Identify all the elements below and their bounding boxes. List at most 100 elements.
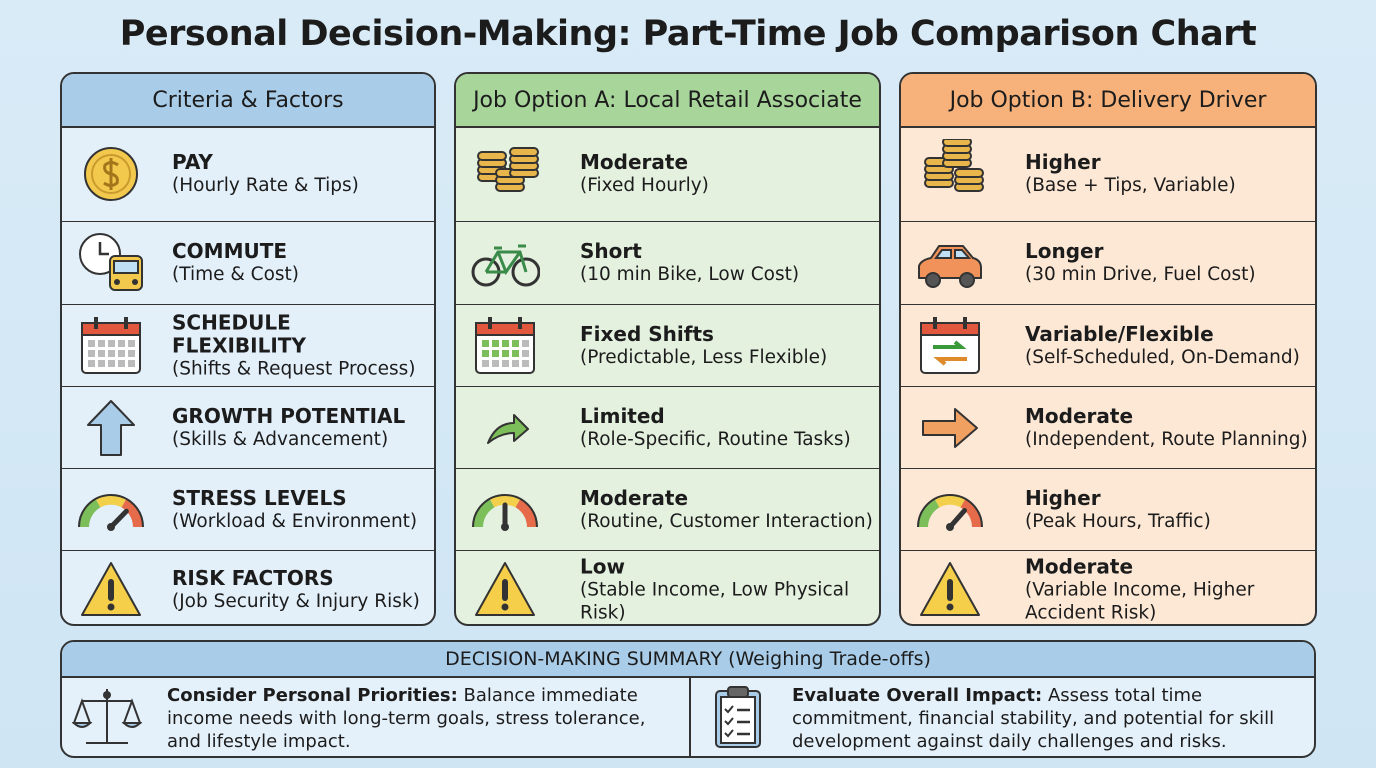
cell-detail: (30 min Drive, Fuel Cost) — [1025, 264, 1256, 285]
shape — [95, 494, 127, 508]
cell-detail: (Hourly Rate & Tips) — [172, 174, 359, 196]
cell-detail: (Fixed Hourly) — [580, 174, 709, 196]
shape — [124, 316, 128, 329]
shape — [472, 493, 538, 527]
shape — [492, 359, 499, 367]
cell-label: SCHEDULE FLEXIBILITY — [172, 310, 306, 357]
column: Job Option A: Local Retail Associate Mode… — [454, 72, 881, 626]
cell-detail: (Role-Specific, Routine Tasks) — [580, 428, 851, 450]
summary-lead: Evaluate Overall Impact: — [792, 685, 1043, 706]
shape — [88, 349, 95, 357]
cell-text: Moderate (Routine, Customer Interaction) — [580, 485, 873, 533]
icon — [920, 561, 980, 616]
shape — [118, 349, 125, 357]
icon — [72, 689, 142, 744]
cell-text: Higher (Base + Tips, Variable) — [1025, 150, 1309, 197]
cell-text: Short (10 min Bike, Low Cost) — [580, 240, 873, 286]
cell-text: Moderate (Fixed Hourly) — [580, 150, 873, 197]
shape — [522, 359, 529, 367]
cell-detail: (Self-Scheduled, On-Demand) — [1025, 346, 1300, 368]
row: Moderate (Variable Income, Higher Acciden… — [901, 550, 1315, 624]
shape — [492, 349, 499, 357]
shape — [484, 244, 528, 276]
cell-detail: (Workload & Environment) — [172, 510, 418, 532]
cell-detail: (Shifts & Request Process) — [172, 358, 416, 379]
row: RISK FACTORS (Job Security & Injury Risk) — [62, 550, 434, 624]
cell-detail: (10 min Bike, Low Cost) — [580, 264, 800, 285]
summary-lead: Consider Personal Priorities: — [167, 685, 458, 706]
cell-label: Moderate — [580, 485, 689, 510]
icon — [87, 399, 135, 456]
shape — [108, 349, 115, 357]
cell-text: Higher (Peak Hours, Traffic) — [1025, 486, 1309, 533]
cell-label: Low — [580, 554, 625, 578]
icon — [475, 561, 535, 616]
icon — [920, 316, 980, 374]
row: Higher (Peak Hours, Traffic) — [901, 468, 1315, 550]
shape — [88, 359, 95, 367]
shape — [954, 167, 984, 178]
row: STRESS LEVELS (Workload & Environment) — [62, 468, 434, 550]
cell-text: Longer (30 min Drive, Fuel Cost) — [1025, 240, 1309, 286]
shape — [487, 413, 529, 444]
shape — [918, 498, 940, 527]
cell-text: Low (Stable Income, Low Physical Risk) — [580, 555, 873, 624]
row: PAY (Hourly Rate & Tips) — [62, 126, 434, 221]
shape — [963, 316, 967, 329]
shape — [947, 578, 953, 601]
icon — [487, 413, 529, 444]
icon — [84, 146, 138, 201]
shape — [88, 339, 95, 347]
cell-label: Short — [580, 239, 642, 263]
row: Fixed Shifts (Predictable, Less Flexible) — [456, 304, 879, 386]
shape — [511, 257, 540, 287]
shape — [488, 316, 492, 329]
cell-text: GROWTH POTENTIAL (Skills & Advancement) — [172, 404, 428, 451]
box: PAY (Hourly Rate & Tips) COMMUTE (Time & Co… — [62, 126, 434, 624]
shape — [501, 522, 509, 531]
cell-label: Moderate — [1025, 403, 1134, 428]
cell-label: Variable/Flexible — [1025, 321, 1214, 346]
shape — [518, 316, 522, 329]
column-header: Criteria & Factors — [62, 74, 434, 128]
summary-body: Balance immediate income needs with long… — [167, 685, 646, 752]
shape — [128, 359, 135, 367]
cell-text: Variable/Flexible (Self-Scheduled, On-Dem… — [1025, 321, 1309, 369]
shape — [502, 578, 508, 601]
row: GROWTH POTENTIAL (Skills & Advancement) — [62, 386, 434, 468]
shape — [934, 249, 972, 259]
shape — [98, 359, 105, 367]
shape — [107, 522, 115, 531]
shape — [925, 272, 941, 288]
shape — [959, 272, 975, 288]
cell-text: Moderate (Variable Income, Higher Acciden… — [1025, 555, 1309, 624]
row: Higher (Base + Tips, Variable) — [901, 126, 1315, 221]
row: Moderate (Routine, Customer Interaction) — [456, 468, 879, 550]
cell-detail: (Variable Income, Higher Accident Risk) — [1025, 579, 1255, 623]
cell-text: Moderate (Independent, Route Planning) — [1025, 403, 1309, 451]
cell-detail: (Routine, Customer Interaction) — [580, 510, 873, 532]
shape — [98, 339, 105, 347]
icon — [472, 493, 538, 531]
icon — [475, 316, 535, 374]
row: Low (Stable Income, Low Physical Risk) — [456, 550, 879, 624]
shape — [108, 359, 115, 367]
shape — [942, 138, 972, 147]
icon — [715, 686, 761, 748]
row: Variable/Flexible (Self-Scheduled, On-Dem… — [901, 304, 1315, 386]
shape — [128, 349, 135, 357]
row: COMMUTE (Time & Cost) — [62, 221, 434, 304]
icon — [922, 407, 978, 448]
icon — [471, 244, 540, 287]
shape — [720, 696, 756, 744]
shape — [94, 316, 98, 329]
shape — [81, 321, 141, 336]
shape — [482, 339, 489, 347]
row: SCHEDULE FLEXIBILITY (Shifts & Request Pr… — [62, 304, 434, 386]
summary-text: Evaluate Overall Impact: Assess total ti… — [792, 684, 1302, 753]
cell-label: Limited — [580, 403, 665, 428]
shape — [946, 603, 954, 610]
column: Job Option B: Delivery Driver Higher (Base… — [899, 72, 1317, 626]
shape — [473, 498, 495, 527]
divider — [689, 678, 691, 756]
